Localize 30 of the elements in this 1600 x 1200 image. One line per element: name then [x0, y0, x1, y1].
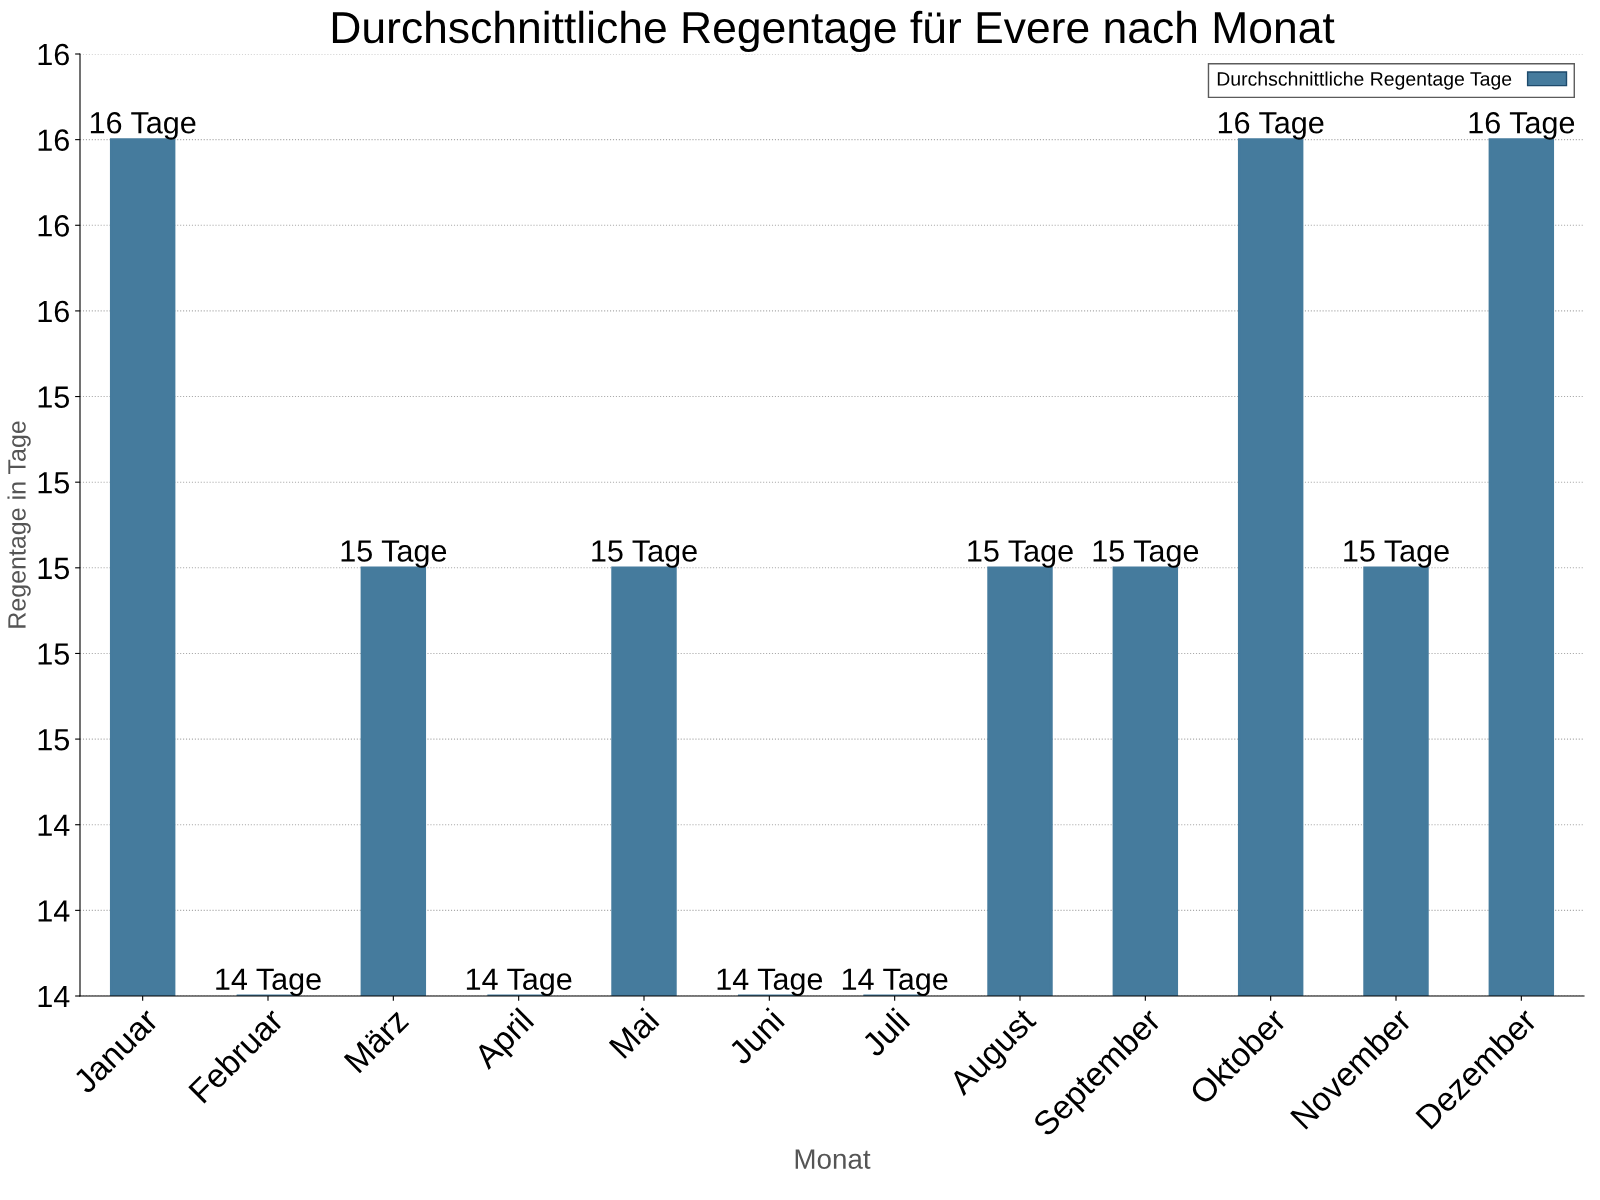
x-tick-label: Juli [859, 1007, 911, 1059]
data-label: 15 Tage [968, 540, 1073, 568]
y-tick-label: 15 [38, 557, 69, 580]
y-tick-label: 16 [38, 215, 69, 237]
legend-label: Durchschnittliche Regentage Tage [1217, 71, 1512, 90]
y-tick-label: 15 [38, 386, 69, 408]
data-label: 15 Tage [1344, 540, 1449, 568]
data-label: 16 Tage [1469, 111, 1575, 140]
data-label: 14 Tage [216, 968, 321, 996]
data-label: 14 Tage [466, 968, 572, 996]
x-axis-title: Monat [795, 1149, 871, 1169]
data-label: 16 Tage [90, 111, 196, 140]
y-tick-label: 15 [38, 472, 69, 494]
data-label: 15 Tage [1093, 540, 1199, 568]
y-tick-label: 15 [38, 729, 69, 751]
y-tick-label: 16 [38, 43, 69, 66]
data-label: 14 Tage [842, 968, 948, 996]
data-label: 16 Tage [1218, 111, 1324, 140]
y-tick-label: 14 [38, 814, 70, 836]
data-label: 15 Tage [341, 540, 447, 568]
y-tick-label: 15 [38, 643, 69, 665]
data-label: 15 Tage [592, 540, 697, 568]
y-axis-title: Regentage in Tage [7, 421, 31, 628]
y-tick-label: 14 [38, 900, 70, 922]
data-label: 14 Tage [717, 968, 823, 996]
chart-title: Durchschnittliche Regentage für Evere nach Monat [332, 10, 1335, 53]
x-tick-label: Mai [607, 1007, 660, 1060]
y-tick-label: 14 [38, 986, 70, 1008]
y-tick-label: 16 [38, 300, 69, 323]
y-tick-label: 16 [38, 129, 69, 152]
